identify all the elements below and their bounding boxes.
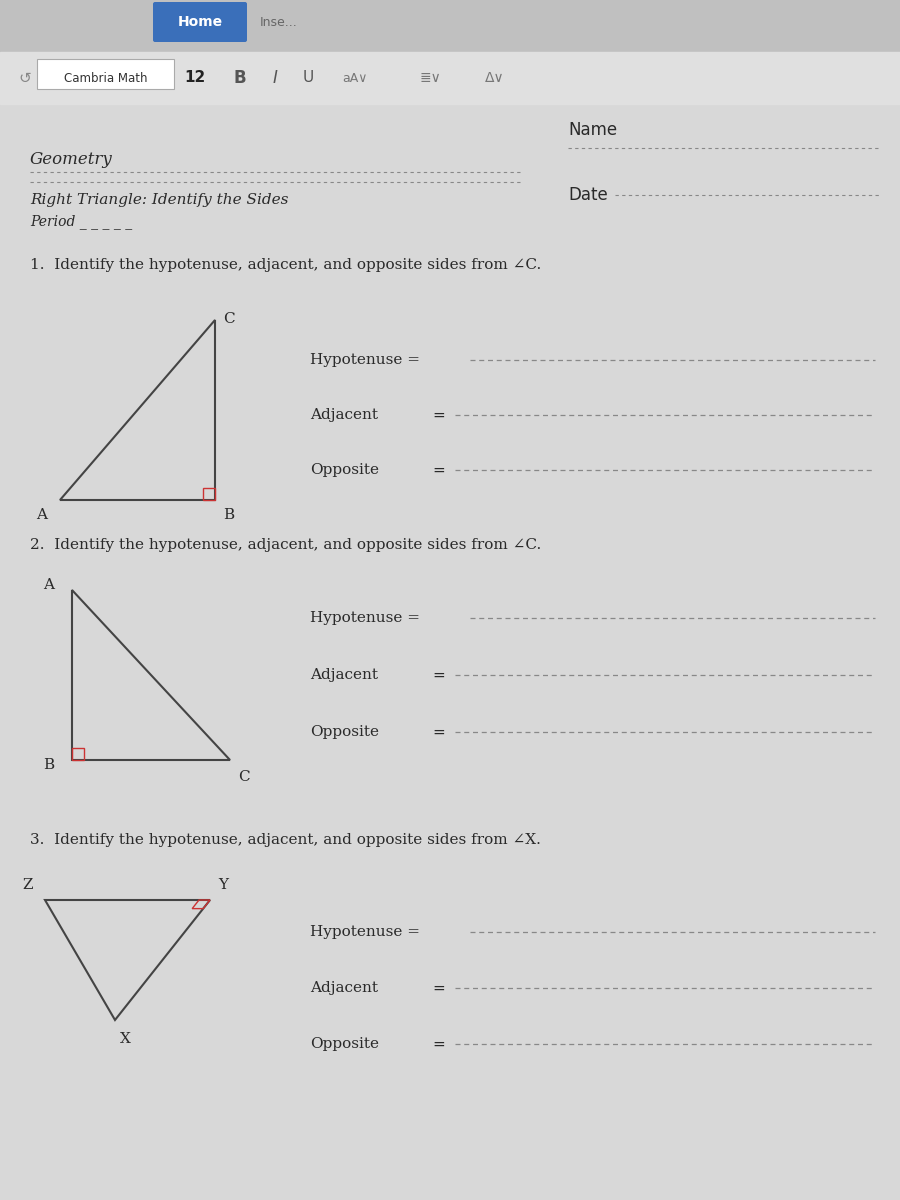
Bar [0,52,900,104]
Text: Hypotenuse =: Hypotenuse = [310,611,420,625]
FancyBboxPatch shape [37,59,174,89]
Text: Right Triangle: Identify the Sides: Right Triangle: Identify the Sides [30,193,289,206]
Text: 12: 12 [184,71,205,85]
Text: Opposite: Opposite [310,725,379,739]
Text: Hypotenuse =: Hypotenuse = [310,353,420,367]
Text: =: = [432,408,445,422]
Text: U: U [302,71,313,85]
Text: A: A [43,578,54,592]
FancyBboxPatch shape [153,2,247,42]
Text: Name: Name [568,121,617,139]
Text: Cambria Math: Cambria Math [64,72,148,84]
Text: ≣∨: ≣∨ [419,71,441,85]
Text: 1.  Identify the hypotenuse, adjacent, and opposite sides from ∠C.: 1. Identify the hypotenuse, adjacent, an… [30,258,541,272]
Text: Adjacent: Adjacent [310,668,378,682]
Bar [0,0,900,52]
Text: Geometry: Geometry [30,151,112,168]
Text: B: B [223,508,234,522]
Text: B: B [234,68,247,86]
Text: Inse...: Inse... [260,16,298,29]
Text: ↺: ↺ [18,71,31,85]
Text: C: C [238,770,249,784]
Text: =: = [432,980,445,996]
Text: Date: Date [568,186,608,204]
Text: I: I [273,68,277,86]
Text: Δ∨: Δ∨ [485,71,505,85]
Text: A: A [37,508,48,522]
Text: 3.  Identify the hypotenuse, adjacent, and opposite sides from ∠X.: 3. Identify the hypotenuse, adjacent, an… [30,833,541,847]
Text: Opposite: Opposite [310,463,379,476]
Text: Y: Y [218,878,228,892]
Text: Opposite: Opposite [310,1037,379,1051]
Text: Z: Z [22,878,33,892]
Text: X: X [120,1032,130,1046]
Text: Adjacent: Adjacent [310,408,378,422]
Text: Period _ _ _ _ _: Period _ _ _ _ _ [30,215,132,229]
Text: Adjacent: Adjacent [310,982,378,995]
Text: =: = [432,462,445,478]
Text: =: = [432,667,445,683]
Text: aA∨: aA∨ [342,72,368,84]
Text: C: C [223,312,235,326]
Text: 2.  Identify the hypotenuse, adjacent, and opposite sides from ∠C.: 2. Identify the hypotenuse, adjacent, an… [30,538,541,552]
Text: =: = [432,1037,445,1051]
Text: Hypotenuse =: Hypotenuse = [310,925,420,938]
Text: B: B [43,758,54,772]
Text: =: = [432,725,445,739]
Text: Home: Home [177,14,222,29]
